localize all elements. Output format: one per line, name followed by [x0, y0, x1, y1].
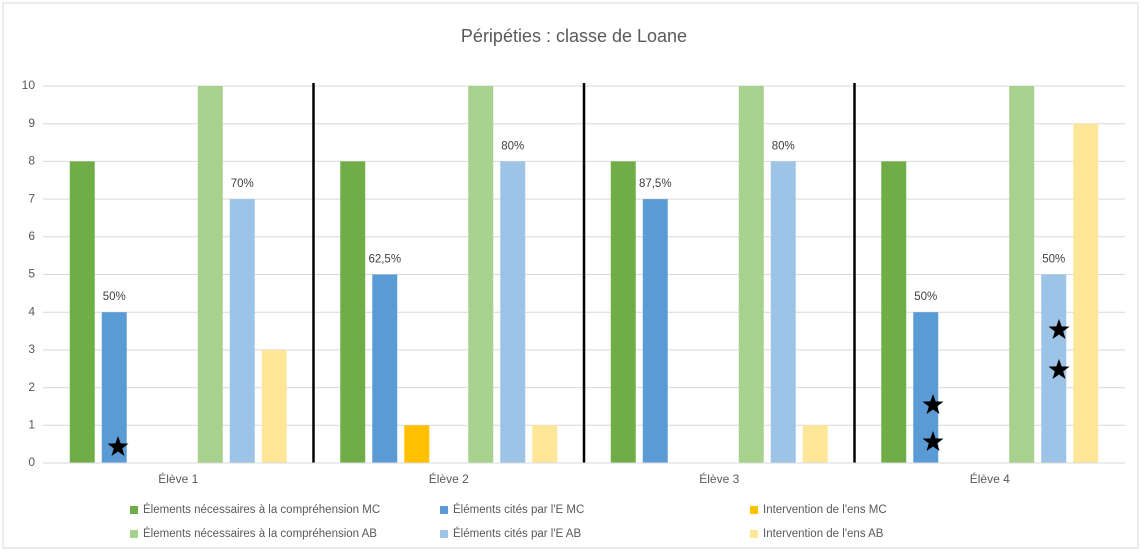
bar	[642, 199, 668, 463]
bar	[197, 86, 223, 463]
bar	[738, 86, 764, 463]
y-tick-label: 1	[28, 417, 35, 431]
x-tick-label: Élève 2	[429, 471, 469, 486]
y-tick-label: 6	[28, 229, 35, 243]
bar	[1073, 123, 1099, 463]
y-tick-label: 10	[22, 78, 36, 92]
star	[1048, 359, 1070, 379]
point-label: 50%	[1042, 254, 1065, 266]
point-label: 80%	[772, 140, 795, 152]
x-tick-label: Élève 4	[970, 471, 1010, 486]
point-label: 50%	[103, 291, 126, 303]
bar	[532, 425, 558, 463]
bar	[340, 161, 366, 463]
y-tick-label: 4	[28, 304, 35, 318]
bar	[261, 349, 287, 463]
y-tick-label: 8	[28, 154, 35, 168]
point-label: 87,5%	[639, 178, 672, 190]
x-tick-label: Élève 3	[699, 471, 739, 486]
legend-label: Éléments cités par l'E MC	[453, 503, 584, 516]
point-label: 50%	[914, 291, 937, 303]
bar	[610, 161, 636, 463]
bar	[770, 161, 796, 463]
bar	[500, 161, 526, 463]
annotation-stars	[107, 319, 1070, 456]
legend-swatch	[750, 530, 758, 538]
y-tick-label: 3	[28, 342, 35, 356]
bar	[101, 312, 127, 463]
point-label: 70%	[231, 178, 254, 190]
legend-swatch	[130, 530, 138, 538]
bar	[802, 425, 828, 463]
bar	[404, 425, 430, 463]
point-label: 80%	[501, 140, 524, 152]
y-tick-label: 9	[28, 116, 35, 130]
legend-swatch	[130, 506, 138, 514]
y-tick-label: 7	[28, 191, 35, 205]
bar	[229, 199, 255, 463]
star	[922, 431, 944, 451]
bar	[372, 274, 398, 463]
star	[922, 394, 944, 414]
plot-area: 0 1 2 3 4 5 6 7 8 9 10 Élève 1 50% 70% Élève 2 62,5% 80%…	[22, 78, 1125, 540]
legend-label: Éléments cités par l'E AB	[453, 527, 581, 540]
star	[107, 436, 129, 456]
chart-title: Péripéties : classe de Loane	[461, 26, 687, 46]
legend-label: Intervention de l'ens AB	[763, 528, 884, 540]
bar	[1009, 86, 1035, 463]
point-label: 62,5%	[368, 254, 401, 266]
bar	[881, 161, 907, 463]
bar	[468, 86, 494, 463]
star	[1048, 319, 1070, 339]
legend-label: Élements nécessaires à la compréhension …	[143, 503, 380, 516]
x-tick-label: Élève 1	[158, 471, 198, 486]
y-tick-label: 5	[28, 267, 35, 281]
legend-swatch	[440, 506, 448, 514]
legend-label: Intervention de l'ens MC	[763, 504, 887, 516]
legend-label: Élements nécessaires à la compréhension …	[143, 527, 377, 540]
legend-swatch	[750, 506, 758, 514]
y-tick-label: 0	[28, 455, 35, 469]
legend-swatch	[440, 530, 448, 538]
bar	[69, 161, 95, 463]
y-tick-label: 2	[28, 380, 35, 394]
